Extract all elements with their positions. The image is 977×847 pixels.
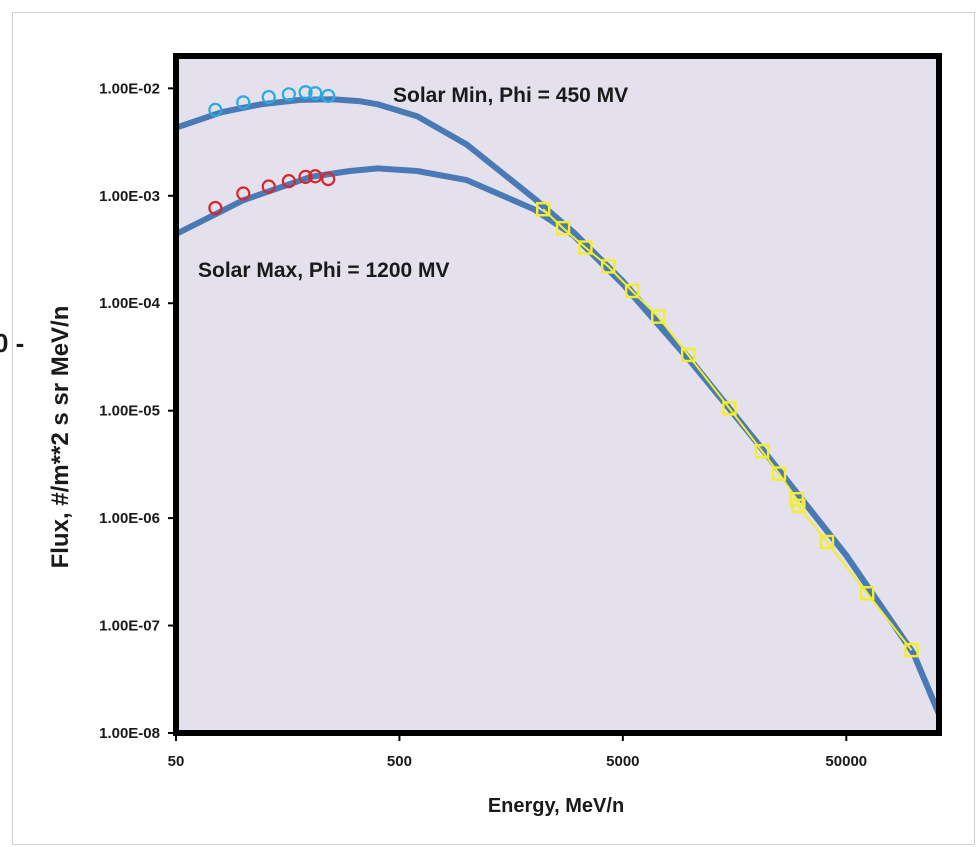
data-point xyxy=(771,466,787,481)
data-point xyxy=(791,498,806,514)
y-axis-title: Flux, #/m**2 s sr MeV/n xyxy=(47,306,74,569)
data-point xyxy=(308,169,323,184)
data-point xyxy=(624,283,640,299)
data-point xyxy=(601,259,616,274)
x-tick-label: 50000 xyxy=(825,753,867,770)
data-point xyxy=(236,186,251,201)
plot-content xyxy=(173,85,942,718)
data-point xyxy=(261,179,276,194)
plot-border xyxy=(173,53,942,736)
data-point xyxy=(308,86,323,101)
x-tick-label: 5000 xyxy=(606,753,639,770)
annotation-solar-max: Solar Max, Phi = 1200 MV xyxy=(198,259,450,282)
data-point xyxy=(555,220,571,236)
data-point xyxy=(819,534,835,550)
x-tick-label: 50 xyxy=(168,753,185,770)
chart-frame xyxy=(12,12,975,845)
y-tick-label: 1.00E-03 xyxy=(99,188,160,205)
data-point xyxy=(722,401,737,416)
data-point xyxy=(208,200,223,216)
data-point xyxy=(281,87,296,102)
data-point xyxy=(680,347,696,363)
data-point xyxy=(535,202,551,217)
y-tick-label: 1.00E-05 xyxy=(99,403,160,420)
y-tick-label: 1.00E-06 xyxy=(99,510,160,527)
data-point xyxy=(321,171,336,187)
y-tick-label: 1.00E-08 xyxy=(99,725,160,742)
data-point xyxy=(236,95,251,110)
data-point xyxy=(261,89,276,105)
data-point xyxy=(578,240,593,255)
data-point xyxy=(754,443,770,459)
x-axis-title: Energy, MeV/n xyxy=(488,795,624,817)
data-point xyxy=(298,85,313,100)
data-point xyxy=(321,88,336,104)
x-tick-label: 500 xyxy=(387,753,412,770)
plot-area xyxy=(176,56,939,733)
annotation-solar-min: Solar Min, Phi = 450 MV xyxy=(393,84,628,107)
y-tick-label: 1.00E-07 xyxy=(99,618,160,635)
data-point xyxy=(281,173,296,189)
data-point xyxy=(298,169,313,184)
y-tick-label: 1.00E-04 xyxy=(99,295,161,312)
data-point xyxy=(651,309,666,324)
data-point xyxy=(859,586,875,601)
y-tick-label: 1.00E-02 xyxy=(99,80,160,97)
left-margin-fragment: 0 - xyxy=(0,328,24,358)
data-point xyxy=(208,102,223,118)
data-point xyxy=(904,642,919,658)
series-line-4 xyxy=(542,208,913,651)
